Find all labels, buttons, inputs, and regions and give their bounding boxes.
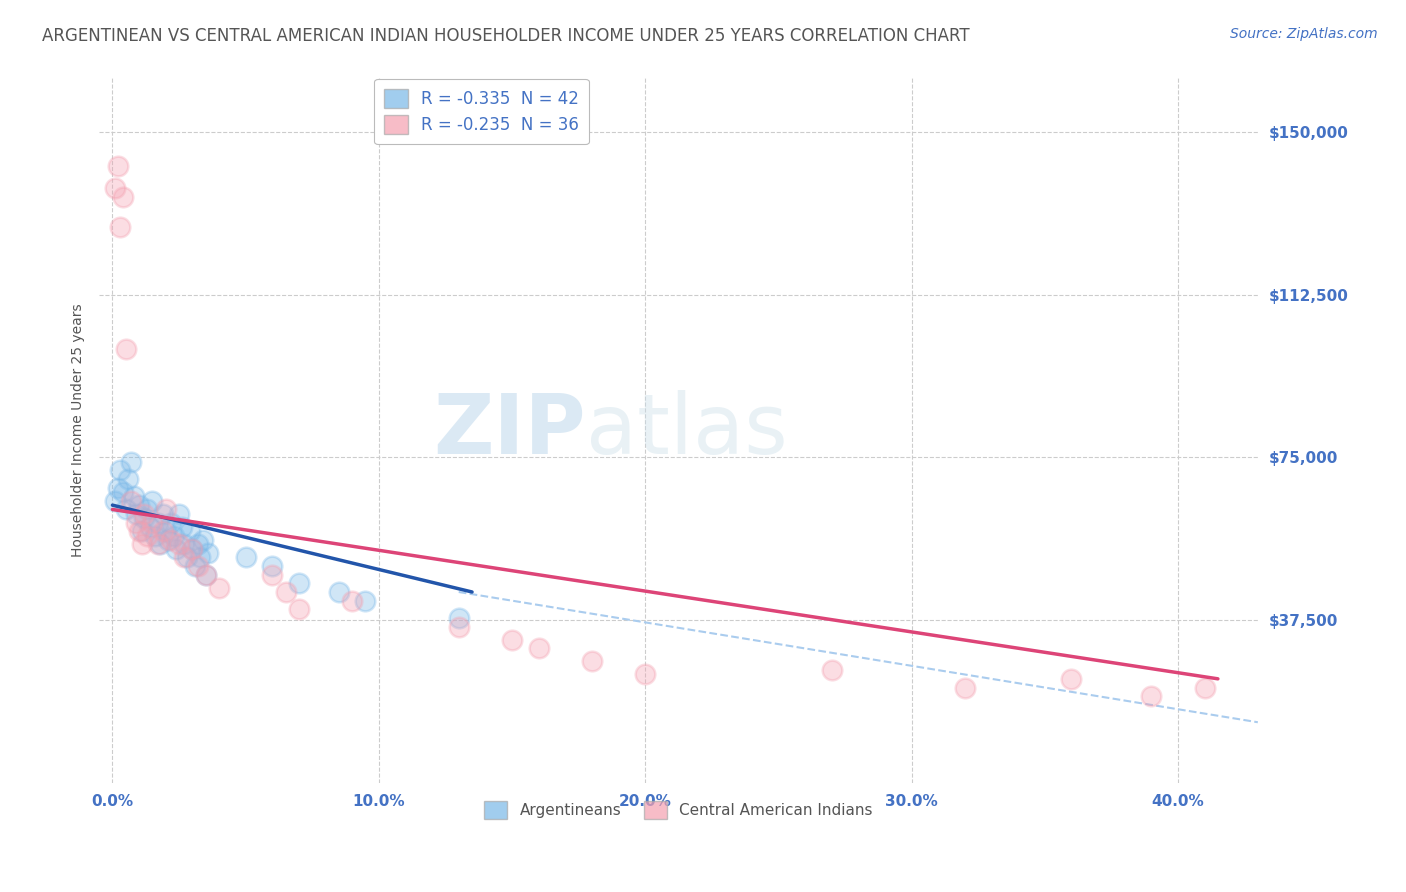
- Point: [152, 507, 174, 521]
- Point: [152, 524, 174, 539]
- Point: [157, 533, 180, 547]
- Point: [114, 502, 136, 516]
- Point: [114, 342, 136, 356]
- Point: [262, 558, 284, 573]
- Point: [141, 493, 163, 508]
- Point: [170, 520, 193, 534]
- Point: [340, 593, 363, 607]
- Point: [155, 524, 177, 539]
- Point: [125, 516, 148, 530]
- Point: [1194, 681, 1216, 695]
- Legend: Argentineans, Central American Indians: Argentineans, Central American Indians: [478, 795, 879, 825]
- Point: [165, 541, 187, 556]
- Point: [122, 490, 145, 504]
- Point: [155, 502, 177, 516]
- Point: [288, 576, 311, 591]
- Point: [128, 498, 150, 512]
- Point: [134, 507, 156, 521]
- Point: [447, 611, 470, 625]
- Point: [173, 537, 195, 551]
- Point: [328, 585, 350, 599]
- Point: [953, 681, 976, 695]
- Point: [354, 593, 377, 607]
- Point: [262, 567, 284, 582]
- Point: [138, 520, 160, 534]
- Point: [501, 632, 523, 647]
- Point: [173, 550, 195, 565]
- Point: [181, 541, 204, 556]
- Point: [134, 511, 156, 525]
- Point: [160, 516, 183, 530]
- Point: [235, 550, 257, 565]
- Point: [136, 502, 159, 516]
- Text: Source: ZipAtlas.com: Source: ZipAtlas.com: [1230, 27, 1378, 41]
- Point: [187, 558, 209, 573]
- Point: [110, 463, 132, 477]
- Point: [634, 667, 657, 681]
- Point: [107, 160, 129, 174]
- Point: [136, 528, 159, 542]
- Point: [187, 537, 209, 551]
- Point: [131, 537, 153, 551]
- Text: ZIP: ZIP: [433, 390, 586, 471]
- Point: [160, 533, 183, 547]
- Text: ARGENTINEAN VS CENTRAL AMERICAN INDIAN HOUSEHOLDER INCOME UNDER 25 YEARS CORRELA: ARGENTINEAN VS CENTRAL AMERICAN INDIAN H…: [42, 27, 970, 45]
- Point: [104, 181, 127, 195]
- Y-axis label: Householder Income Under 25 years: Householder Income Under 25 years: [72, 303, 86, 557]
- Point: [1060, 672, 1083, 686]
- Point: [110, 220, 132, 235]
- Point: [120, 493, 142, 508]
- Point: [146, 516, 169, 530]
- Point: [820, 663, 842, 677]
- Point: [447, 620, 470, 634]
- Point: [141, 516, 163, 530]
- Point: [131, 524, 153, 539]
- Point: [112, 485, 135, 500]
- Point: [194, 567, 217, 582]
- Point: [527, 641, 550, 656]
- Point: [112, 190, 135, 204]
- Point: [143, 528, 166, 542]
- Point: [167, 507, 190, 521]
- Point: [194, 567, 217, 582]
- Point: [120, 455, 142, 469]
- Point: [184, 558, 207, 573]
- Point: [167, 537, 190, 551]
- Point: [146, 537, 169, 551]
- Point: [163, 528, 186, 542]
- Point: [128, 524, 150, 539]
- Point: [208, 581, 231, 595]
- Point: [197, 546, 219, 560]
- Point: [181, 541, 204, 556]
- Point: [191, 533, 214, 547]
- Point: [149, 537, 172, 551]
- Point: [274, 585, 297, 599]
- Point: [117, 472, 139, 486]
- Point: [125, 507, 148, 521]
- Point: [107, 481, 129, 495]
- Text: atlas: atlas: [586, 390, 787, 471]
- Point: [581, 655, 603, 669]
- Point: [288, 602, 311, 616]
- Point: [179, 524, 201, 539]
- Point: [188, 550, 211, 565]
- Point: [1140, 689, 1163, 703]
- Point: [176, 550, 198, 565]
- Point: [104, 493, 127, 508]
